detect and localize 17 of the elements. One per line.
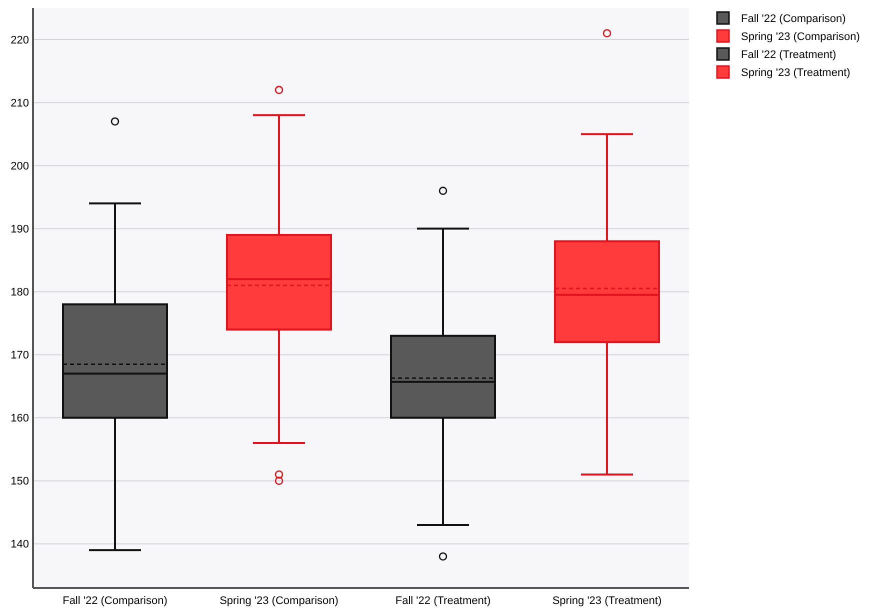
y-tick-label: 140 (10, 538, 29, 551)
y-tick-label: 190 (10, 224, 29, 236)
y-tick-label: 160 (10, 412, 29, 425)
x-tick-label: Spring '23 (Comparison) (220, 595, 338, 607)
y-tick-label: 170 (10, 350, 29, 362)
legend-label: Fall '22 (Comparison) (741, 12, 846, 25)
y-tick-label: 150 (10, 476, 29, 488)
x-tick-label: Fall '22 (Treatment) (395, 595, 491, 607)
y-tick-label: 200 (10, 160, 29, 172)
legend-label: Spring '23 (Treatment) (741, 66, 850, 79)
legend-label: Fall '22 (Treatment) (741, 48, 836, 61)
y-tick-label: 210 (10, 97, 29, 110)
x-tick-label: Fall '22 (Comparison) (62, 595, 168, 607)
y-tick-label: 220 (10, 34, 29, 46)
legend-label: Spring '23 (Comparison) (741, 30, 860, 43)
y-tick-label: 180 (10, 286, 29, 299)
x-tick-label: Spring '23 (Treatment) (552, 595, 662, 607)
